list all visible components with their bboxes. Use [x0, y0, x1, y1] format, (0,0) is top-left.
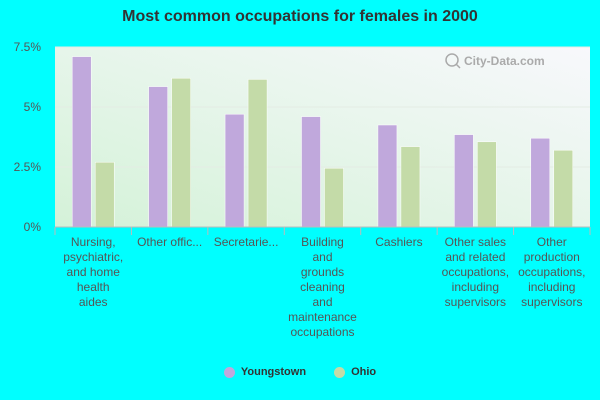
watermark-logo: City-Data.com	[445, 53, 545, 69]
bar-youngstown-4[interactable]	[377, 124, 398, 228]
bar-ohio-2[interactable]	[247, 79, 268, 228]
x-tick-label-2: Secretarie...	[214, 235, 279, 249]
bar-youngstown-3[interactable]	[301, 116, 321, 228]
legend: Youngstown Ohio	[0, 366, 600, 378]
bar-ohio-1[interactable]	[171, 77, 191, 228]
x-tick-label-6: Other production occupations, including supe…	[518, 235, 585, 309]
x-tick-label-4: Cashiers	[375, 235, 422, 249]
plot-background	[55, 47, 590, 227]
y-tick-label: 0%	[24, 220, 42, 234]
legend-swatch-ohio	[334, 366, 346, 378]
watermark-text: City-Data.com	[464, 54, 545, 68]
legend-item-ohio[interactable]: Ohio	[334, 366, 376, 378]
bar-youngstown-6[interactable]	[530, 137, 551, 228]
y-tick-label: 2.5%	[14, 160, 42, 174]
bar-ohio-4[interactable]	[400, 146, 421, 228]
bar-youngstown-5[interactable]	[454, 134, 474, 228]
chart-title: Most common occupations for females in 2…	[122, 8, 478, 25]
bar-ohio-5[interactable]	[477, 141, 497, 228]
x-tick-label-0: Nursing, psychiatric, and home health aides	[63, 235, 123, 309]
y-tick-label: 7.5%	[14, 40, 42, 54]
legend-label-ohio: Ohio	[351, 366, 377, 378]
x-tick-label-3: Building and grounds cleaning and maintenance…	[288, 235, 357, 339]
x-tick-label-5: Other sales and related occupations, includ…	[442, 235, 509, 309]
y-tick-label: 5%	[24, 100, 42, 114]
bar-ohio-0[interactable]	[94, 161, 115, 228]
bar-youngstown-2[interactable]	[224, 113, 245, 228]
x-tick-label-1: Other offic...	[137, 235, 202, 249]
bar-ohio-6[interactable]	[553, 149, 574, 228]
bar-youngstown-0[interactable]	[71, 56, 92, 228]
legend-swatch-youngstown	[223, 366, 235, 378]
legend-item-youngstown[interactable]: Youngstown	[223, 366, 307, 378]
bar-ohio-3[interactable]	[324, 167, 344, 228]
bar-youngstown-1[interactable]	[148, 86, 168, 228]
legend-label-youngstown: Youngstown	[240, 366, 307, 378]
